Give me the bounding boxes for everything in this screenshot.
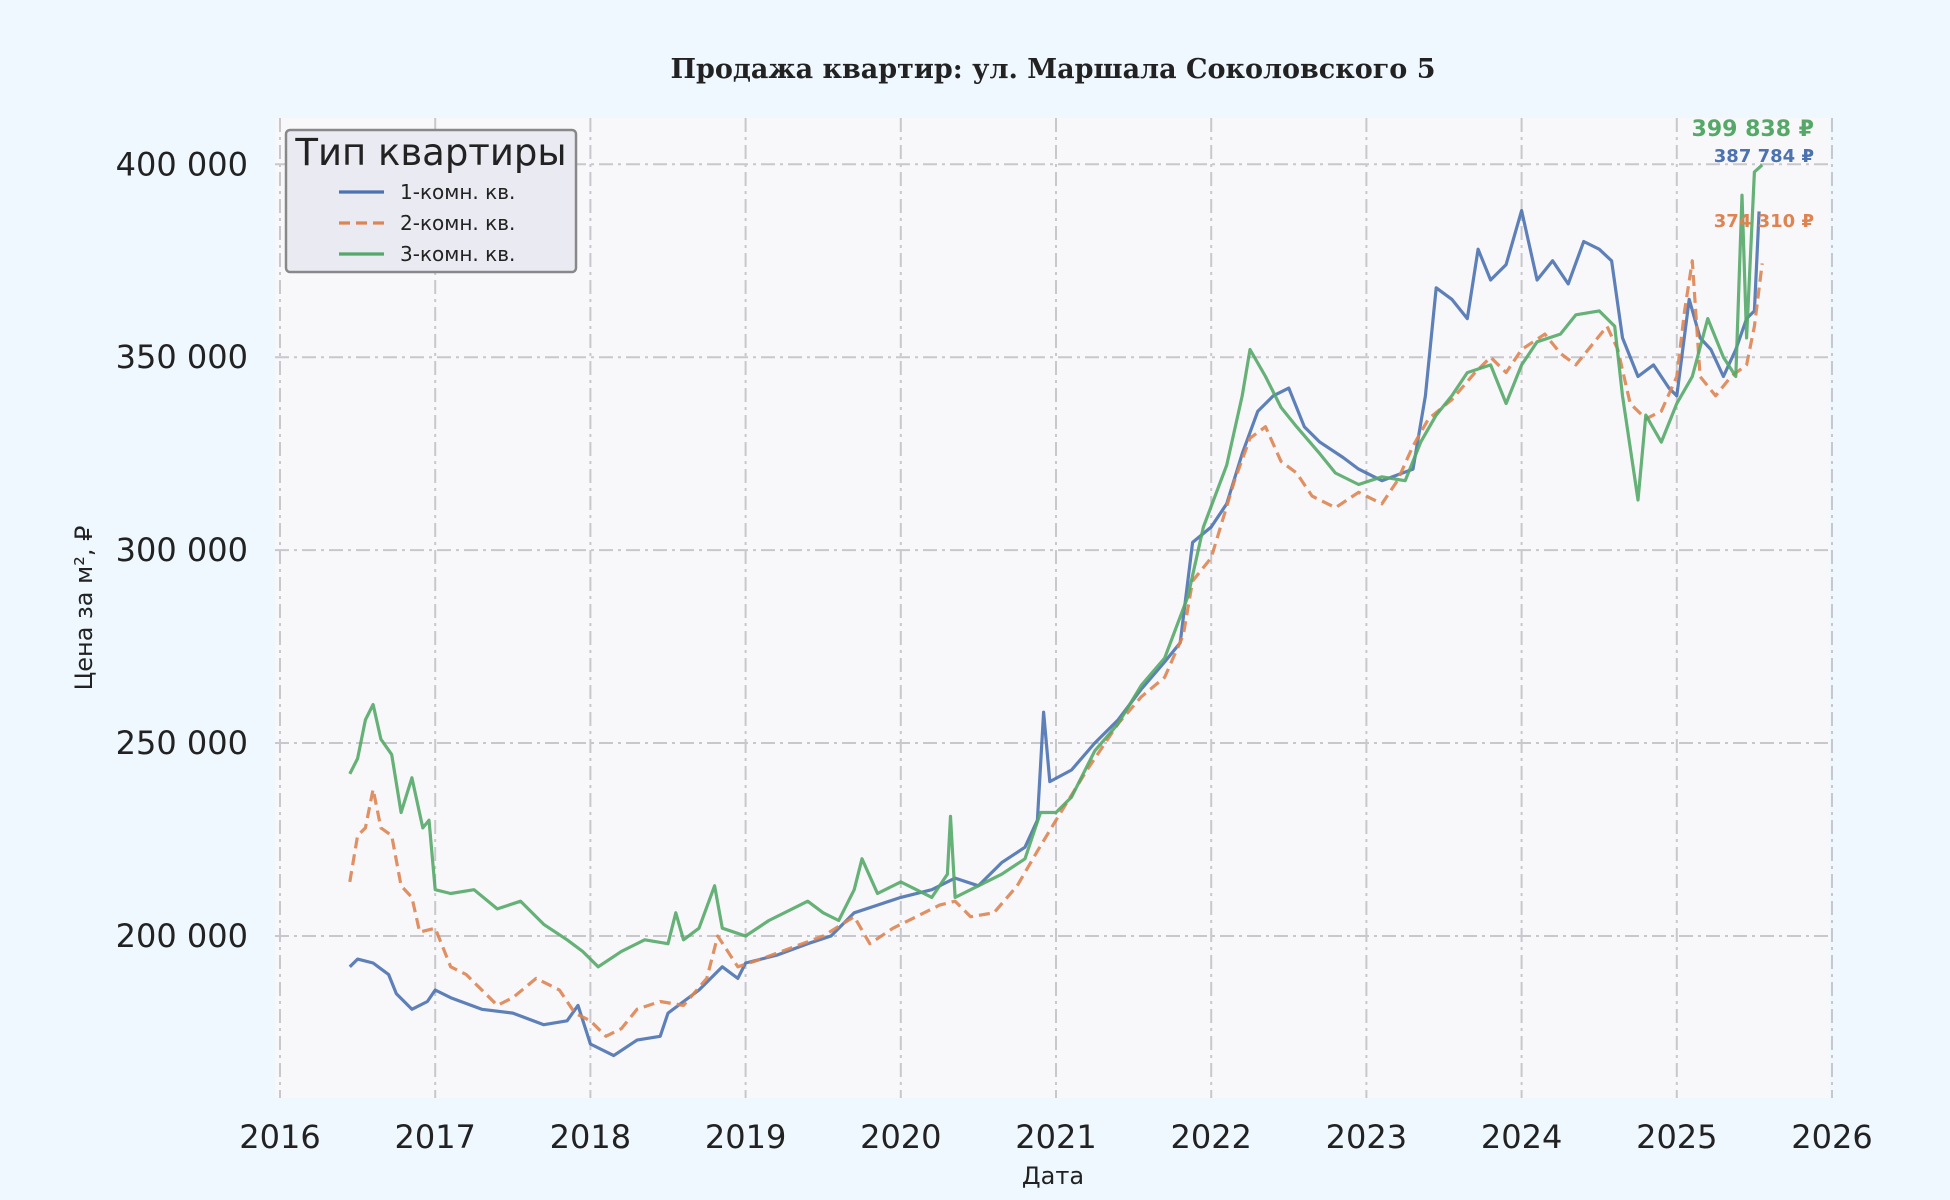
legend-box	[284, 128, 578, 274]
grid	[275, 118, 1833, 1098]
series-line-3	[348, 163, 1764, 969]
y-tick-label: 250 000	[116, 724, 248, 762]
legend-items: 1-комн. кв. 2-комн. кв. 3-комн. кв.	[339, 180, 515, 266]
chart-title: Продажа квартир: ул. Маршала Соколовског…	[671, 54, 1436, 85]
x-tick-label: 2018	[550, 1118, 631, 1156]
x-tick-label: 2016	[239, 1118, 320, 1156]
x-tick-label: 2023	[1326, 1118, 1407, 1156]
legend-label-3: 3-комн. кв.	[400, 242, 515, 266]
y-tick-label: 350 000	[116, 338, 248, 376]
y-tick-label: 400 000	[116, 145, 248, 183]
series-lines	[348, 163, 1764, 1058]
x-tick-label: 2020	[860, 1118, 941, 1156]
x-tick-label: 2022	[1170, 1118, 1251, 1156]
x-axis-label: Дата	[1022, 1162, 1084, 1190]
legend: Тип квартиры 1-комн. кв. 2-комн. кв. 3-ком…	[284, 128, 578, 274]
legend-title: Тип квартиры	[294, 131, 566, 174]
end-label-2: 374 310 ₽	[1714, 211, 1814, 232]
x-tick-label: 2025	[1636, 1118, 1717, 1156]
y-tick-label: 200 000	[116, 917, 248, 955]
end-label-1: 387 784 ₽	[1714, 146, 1814, 167]
y-tick-labels: 200 000 250 000 300 000 350 000 400 000	[116, 145, 248, 955]
x-tick-label: 2017	[394, 1118, 475, 1156]
x-tick-labels: 2016 2017 2018 2019 2020 2021 2022 2023 2024 2025…	[239, 1118, 1872, 1156]
x-tick-label: 2019	[705, 1118, 786, 1156]
series-line-1	[348, 209, 1761, 1058]
end-label-3: 399 838 ₽	[1692, 117, 1814, 142]
y-tick-label: 300 000	[116, 531, 248, 569]
legend-label-2: 2-комн. кв.	[400, 211, 515, 235]
y-axis-label: Цена за м², ₽	[70, 526, 98, 691]
x-tick-label: 2024	[1481, 1118, 1562, 1156]
end-labels: 387 784 ₽ 374 310 ₽ 399 838 ₽	[1692, 117, 1814, 232]
x-tick-label: 2021	[1015, 1118, 1096, 1156]
series-line-2	[348, 259, 1764, 1038]
x-tick-label: 2026	[1791, 1118, 1872, 1156]
legend-label-1: 1-комн. кв.	[400, 180, 515, 204]
